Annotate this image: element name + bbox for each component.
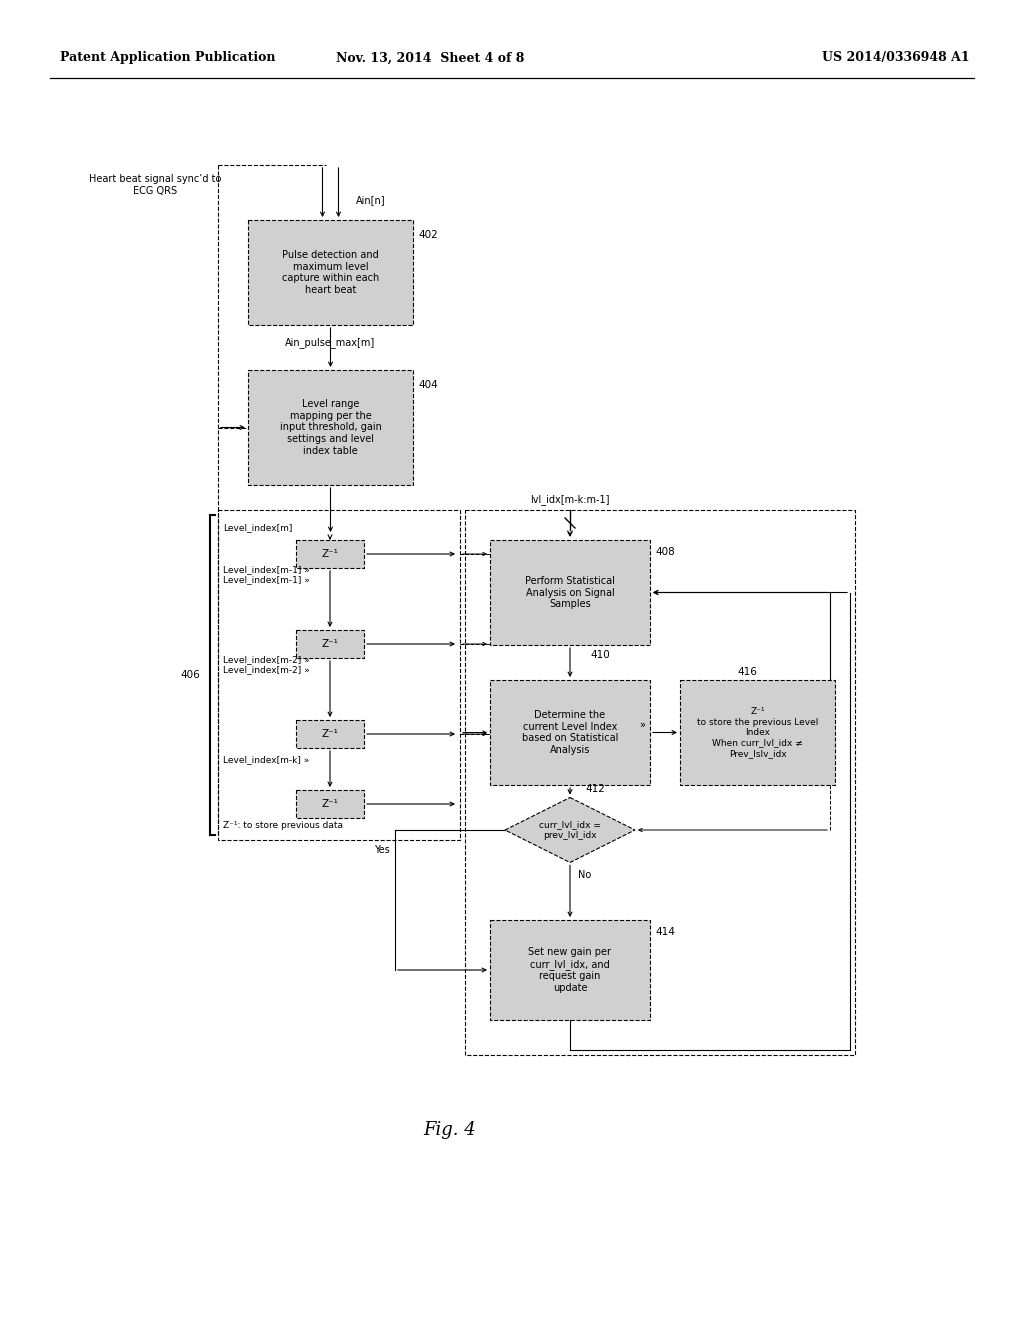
Text: 414: 414 <box>655 927 675 937</box>
Text: No: No <box>578 870 591 880</box>
Bar <box>680 680 835 785</box>
Text: »: » <box>639 719 645 730</box>
Text: 404: 404 <box>418 380 437 389</box>
Text: US 2014/0336948 A1: US 2014/0336948 A1 <box>822 51 970 65</box>
Bar <box>296 789 364 818</box>
Text: 412: 412 <box>585 784 605 795</box>
Text: Z⁻¹: to store previous data: Z⁻¹: to store previous data <box>223 821 343 830</box>
Text: Set new gain per
curr_lvl_idx, and
request gain
update: Set new gain per curr_lvl_idx, and reque… <box>528 948 611 993</box>
Bar <box>296 630 364 657</box>
Bar <box>218 510 460 840</box>
Text: Level range
mapping per the
input threshold, gain
settings and level
index table: Level range mapping per the input thresh… <box>280 399 381 455</box>
Text: 410: 410 <box>590 649 609 660</box>
Text: 402: 402 <box>418 230 437 240</box>
Text: Pulse detection and
maximum level
capture within each
heart beat: Pulse detection and maximum level captur… <box>282 249 379 294</box>
Text: Ain_pulse_max[m]: Ain_pulse_max[m] <box>286 337 376 348</box>
Bar <box>248 220 413 325</box>
Bar <box>490 680 650 785</box>
Bar <box>296 719 364 748</box>
Text: 406: 406 <box>180 671 200 680</box>
Text: Patent Application Publication: Patent Application Publication <box>60 51 275 65</box>
Text: Yes: Yes <box>374 845 390 855</box>
Bar <box>490 540 650 645</box>
Bar <box>248 370 413 484</box>
Text: Level_index[m-1] »: Level_index[m-1] » <box>223 576 310 585</box>
Text: Fig. 4: Fig. 4 <box>424 1121 476 1139</box>
Text: Z⁻¹
to store the previous Level
Index
When curr_lvl_idx ≠
Prev_lslv_idx: Z⁻¹ to store the previous Level Index Wh… <box>696 708 818 758</box>
Text: Z⁻¹: Z⁻¹ <box>322 549 339 558</box>
Text: curr_lvl_idx =
prev_lvl_idx: curr_lvl_idx = prev_lvl_idx <box>539 820 601 840</box>
Text: Z⁻¹: Z⁻¹ <box>322 639 339 649</box>
Text: Level_index[m]: Level_index[m] <box>223 524 293 532</box>
Text: 416: 416 <box>737 667 758 677</box>
Text: Level_index[m-k] »: Level_index[m-k] » <box>223 755 309 764</box>
Text: lvl_idx[m-k:m-1]: lvl_idx[m-k:m-1] <box>530 495 609 506</box>
Text: Nov. 13, 2014  Sheet 4 of 8: Nov. 13, 2014 Sheet 4 of 8 <box>336 51 524 65</box>
Text: Z⁻¹: Z⁻¹ <box>322 799 339 809</box>
Text: Ain[n]: Ain[n] <box>355 195 385 205</box>
Bar <box>465 510 855 1055</box>
Polygon shape <box>505 797 635 862</box>
Bar <box>296 540 364 568</box>
Bar <box>490 920 650 1020</box>
Text: Level_index[m-1] »: Level_index[m-1] » <box>223 565 310 574</box>
Text: Heart beat signal sync’d to
ECG QRS: Heart beat signal sync’d to ECG QRS <box>89 174 221 195</box>
Text: 408: 408 <box>655 546 675 557</box>
Text: Perform Statistical
Analysis on Signal
Samples: Perform Statistical Analysis on Signal S… <box>525 576 615 609</box>
Text: Level_index[m-2] »: Level_index[m-2] » <box>223 656 309 664</box>
Text: Z⁻¹: Z⁻¹ <box>322 729 339 739</box>
Text: Level_index[m-2] »: Level_index[m-2] » <box>223 665 309 675</box>
Text: Determine the
current Level Index
based on Statistical
Analysis: Determine the current Level Index based … <box>522 710 618 755</box>
